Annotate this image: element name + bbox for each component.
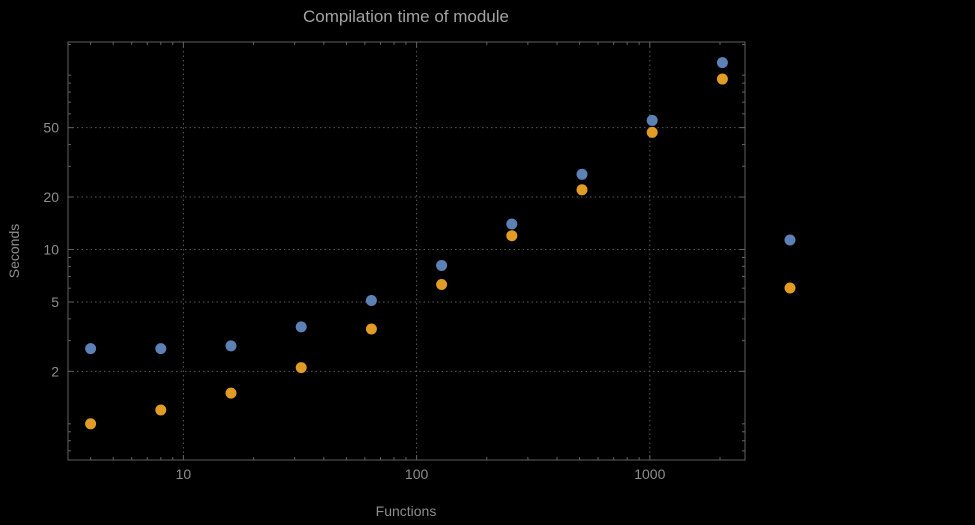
data-point-series-2 — [436, 278, 448, 290]
data-point-series-1 — [716, 57, 728, 69]
y-tick-label: 10 — [43, 241, 59, 257]
x-tick-label: 1000 — [634, 466, 665, 482]
data-point-series-1 — [436, 259, 448, 271]
data-point-series-1 — [85, 343, 97, 355]
data-point-series-1 — [155, 343, 167, 355]
x-tick-label: 100 — [405, 466, 429, 482]
data-point-series-2 — [225, 387, 237, 399]
data-point-series-2 — [576, 184, 588, 196]
data-point-series-2 — [506, 230, 518, 242]
chart-title: Compilation time of module — [303, 7, 509, 26]
x-tick-label: 10 — [176, 466, 192, 482]
data-point-series-2 — [365, 323, 377, 335]
legend-marker-1 — [784, 234, 796, 246]
data-point-series-2 — [155, 404, 167, 416]
y-tick-label: 50 — [43, 120, 59, 136]
data-point-series-2 — [295, 362, 307, 374]
plot-generated-layer: 10 100 1000 2 5 10 20 50 — [43, 41, 796, 482]
data-point-series-1 — [365, 294, 377, 306]
y-tick-label: 20 — [43, 189, 59, 205]
y-tick-label: 5 — [51, 294, 59, 310]
data-point-series-1 — [646, 114, 658, 126]
data-point-series-2 — [646, 126, 658, 138]
data-point-series-2 — [85, 418, 97, 430]
data-point-series-1 — [506, 218, 518, 230]
plot-frame — [67, 41, 746, 461]
legend-marker-2 — [784, 282, 796, 294]
data-point-series-1 — [295, 321, 307, 333]
data-point-series-1 — [576, 168, 588, 180]
data-point-series-2 — [716, 73, 728, 85]
x-axis-label: Functions — [376, 503, 437, 519]
data-point-series-1 — [225, 340, 237, 352]
y-tick-label: 2 — [51, 363, 59, 379]
y-axis-label: Seconds — [6, 224, 22, 278]
